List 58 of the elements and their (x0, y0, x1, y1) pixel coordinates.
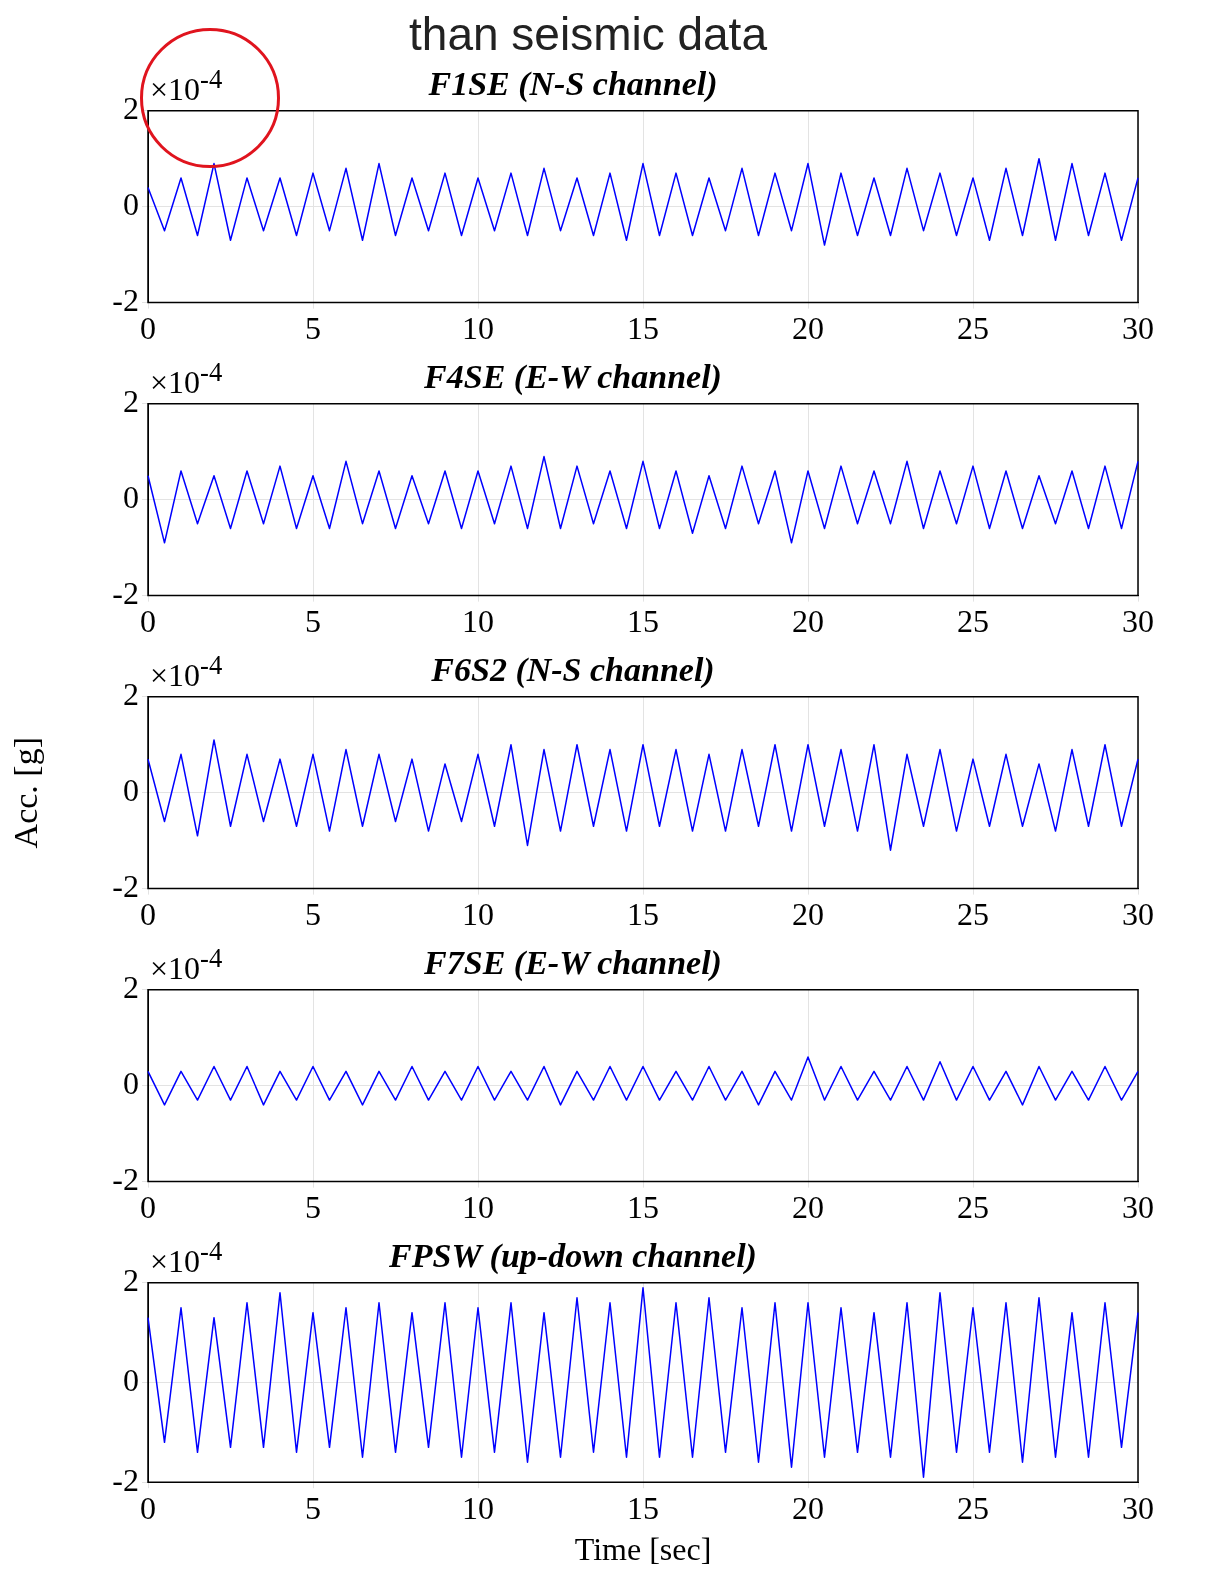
x-tick-label: 10 (462, 310, 494, 347)
x-tick-label: 20 (792, 896, 824, 933)
y-tick-label: 2 (123, 969, 139, 1006)
text: ×10$^{-4}$ (150, 357, 223, 401)
x-tick-label: 5 (305, 310, 321, 347)
x-tick-label: 15 (627, 1189, 659, 1226)
y-tick-label: -2 (112, 282, 139, 319)
chart-title: F1SE (N-S channel) (427, 65, 718, 104)
x-tick-label: 25 (957, 603, 989, 640)
y-tick-label: 2 (123, 90, 139, 127)
chart-title: F7SE (E-W channel) (423, 944, 722, 983)
x-tick-label: 30 (1122, 310, 1154, 347)
x-tick-label: 30 (1122, 1189, 1154, 1226)
y-tick-label: 0 (123, 772, 139, 809)
y-tick-label: 0 (123, 1361, 139, 1398)
text: ×10$^{-4}$ (150, 1236, 223, 1280)
y-tick-label: 0 (123, 479, 139, 516)
x-tick-label: 20 (792, 310, 824, 347)
x-tick-label: 5 (305, 603, 321, 640)
x-tick-label: 10 (462, 1489, 494, 1526)
y-tick-label: -2 (112, 575, 139, 612)
y-tick-label: -2 (112, 1461, 139, 1498)
y-tick-label: 2 (123, 1262, 139, 1299)
x-tick-label: 15 (627, 896, 659, 933)
y-tick-label: 2 (123, 676, 139, 713)
x-tick-label: 25 (957, 310, 989, 347)
x-tick-label: 20 (792, 1189, 824, 1226)
y-tick-label: -2 (112, 1161, 139, 1198)
x-tick-label: 25 (957, 1489, 989, 1526)
x-tick-label: 20 (792, 1489, 824, 1526)
y-tick-label: -2 (112, 868, 139, 905)
x-axis-title: Time [sec] (574, 1531, 712, 1568)
chart-subtitle: than seismic data (408, 8, 768, 60)
x-tick-label: 5 (305, 896, 321, 933)
x-tick-label: 10 (462, 1189, 494, 1226)
x-tick-label: 10 (462, 603, 494, 640)
x-tick-label: 30 (1122, 896, 1154, 933)
x-tick-label: 25 (957, 896, 989, 933)
text: ×10$^{-4}$ (150, 650, 223, 694)
x-tick-label: 15 (627, 603, 659, 640)
x-tick-label: 15 (627, 310, 659, 347)
x-tick-label: 5 (305, 1489, 321, 1526)
text: ×10$^{-4}$ (150, 943, 223, 987)
x-tick-label: 5 (305, 1189, 321, 1226)
x-tick-label: 10 (462, 896, 494, 933)
chart-title: F4SE (E-W channel) (423, 358, 722, 397)
x-tick-label: 30 (1122, 1489, 1154, 1526)
chart-title: F6S2 (N-S channel) (430, 651, 715, 690)
x-tick-label: 30 (1122, 603, 1154, 640)
y-tick-label: 0 (123, 186, 139, 223)
x-tick-label: 15 (627, 1489, 659, 1526)
chart-title: FPSW (up-down channel) (388, 1237, 757, 1276)
text: ×10$^{-4}$ (150, 64, 223, 108)
y-tick-label: 2 (123, 383, 139, 420)
x-tick-label: 25 (957, 1189, 989, 1226)
x-tick-label: 20 (792, 603, 824, 640)
y-axis-title: Acc. [g] (7, 737, 45, 849)
y-tick-label: 0 (123, 1065, 139, 1102)
